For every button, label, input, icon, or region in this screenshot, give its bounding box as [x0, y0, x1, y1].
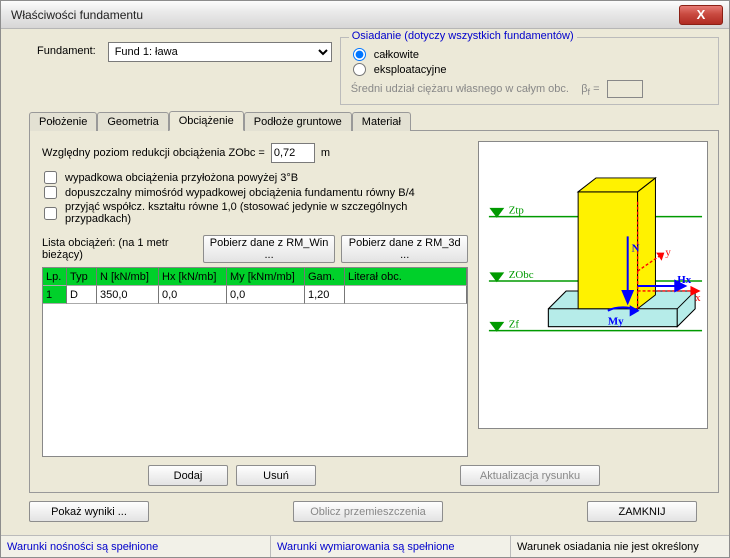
foundation-select[interactable]: Fund 1: ława [108, 42, 332, 62]
statusbar: Warunki nośności są spełnione Warunki wy… [1, 535, 729, 557]
foundation-label: Fundament: [37, 45, 96, 57]
svg-text:x: x [695, 292, 701, 304]
svg-text:Ztp: Ztp [509, 205, 525, 217]
tabs: Położenie Geometria Obciążenie Podłoże g… [29, 109, 719, 131]
tab-soil[interactable]: Podłoże gruntowe [244, 112, 352, 131]
settlement-total-label: całkowite [374, 49, 419, 61]
chk-ecc-b4-label: dopuszczalny mimośród wypadkowej obciąże… [65, 187, 415, 199]
tab-load[interactable]: Obciążenie [169, 111, 244, 131]
calc-displacements-button[interactable]: Oblicz przemieszczenia [293, 501, 443, 522]
status-bearing: Warunki nośności są spełnione [1, 536, 271, 557]
chk-above-3b[interactable] [44, 171, 57, 184]
foundation-diagram: Ztp ZObc Zf N Hx My y x [479, 142, 707, 428]
th-lit: Literał obc. [345, 268, 467, 286]
settlement-group: Osiadanie (dotyczy wszystkich fundamentó… [340, 37, 719, 105]
window-title: Właściwości fundamentu [11, 8, 679, 22]
svg-text:My: My [608, 316, 624, 328]
beta-input[interactable] [607, 80, 643, 98]
load-list-label: Lista obciążeń: (na 1 metr bieżący) [42, 237, 197, 261]
status-settlement: Warunek osiadania nie jest określony [511, 536, 729, 557]
dialog-window: Właściwości fundamentu X Fundament: Fund… [0, 0, 730, 558]
svg-text:y: y [665, 246, 671, 258]
tab-bottom-buttons: Dodaj Usuń Aktualizacja rysunku [30, 465, 718, 486]
table-row[interactable]: 1 D 350,0 0,0 0,0 1,20 [43, 286, 467, 304]
settlement-exploit-label: eksploatacyjne [374, 64, 447, 76]
th-n: N [kN/mb] [97, 268, 159, 286]
svg-text:N: N [632, 242, 640, 254]
settlement-total-radio[interactable] [353, 48, 366, 61]
settlement-group-title: Osiadanie (dotyczy wszystkich fundamentó… [349, 30, 577, 42]
close-icon[interactable]: X [679, 5, 723, 25]
tab-geometry[interactable]: Geometria [97, 112, 168, 131]
th-hx: Hx [kN/mb] [159, 268, 227, 286]
settlement-exploit-radio[interactable] [353, 63, 366, 76]
beta-hint: Średni udział ciężaru własnego w całym o… [351, 80, 710, 98]
content-area: Fundament: Fund 1: ława Osiadanie (dotyc… [1, 29, 729, 535]
th-lp: Lp. [43, 268, 67, 286]
svg-text:Zf: Zf [509, 319, 520, 331]
loads-table[interactable]: Lp. Typ N [kN/mb] Hx [kN/mb] My [kNm/mb]… [42, 267, 468, 457]
right-column: Ztp ZObc Zf N Hx My y x [478, 141, 708, 484]
import-rmwin-button[interactable]: Pobierz dane z RM_Win ... [203, 235, 336, 263]
th-typ: Typ [67, 268, 97, 286]
zobc-unit: m [321, 147, 330, 159]
svg-text:ZObc: ZObc [509, 269, 534, 281]
import-rm3d-button[interactable]: Pobierz dane z RM_3d ... [341, 235, 468, 263]
refresh-drawing-button[interactable]: Aktualizacja rysunku [460, 465, 600, 486]
diagram-panel: Ztp ZObc Zf N Hx My y x [478, 141, 708, 429]
status-dimensioning: Warunki wymiarowania są spełnione [271, 536, 511, 557]
close-button[interactable]: ZAMKNIJ [587, 501, 697, 522]
th-my: My [kNm/mb] [227, 268, 305, 286]
zobc-input[interactable] [271, 143, 315, 163]
left-column: Względny poziom redukcji obciążenia ZObc… [42, 141, 468, 484]
chk-shape-10-label: przyjąć współcz. kształtu równe 1,0 (sto… [65, 201, 468, 225]
delete-button[interactable]: Usuń [236, 465, 316, 486]
chk-shape-10[interactable] [44, 207, 57, 220]
zobc-label: Względny poziom redukcji obciążenia ZObc… [42, 147, 265, 159]
top-row: Fundament: Fund 1: ława Osiadanie (dotyc… [7, 37, 719, 105]
show-results-button[interactable]: Pokaż wyniki ... [29, 501, 149, 522]
tab-body: Względny poziom redukcji obciążenia ZObc… [29, 131, 719, 493]
titlebar: Właściwości fundamentu X [1, 1, 729, 29]
tab-position[interactable]: Położenie [29, 112, 97, 131]
add-button[interactable]: Dodaj [148, 465, 228, 486]
chk-above-3b-label: wypadkowa obciążenia przyłożona powyżej … [65, 172, 298, 184]
svg-text:Hx: Hx [677, 274, 691, 286]
tab-material[interactable]: Materiał [352, 112, 411, 131]
chk-ecc-b4[interactable] [44, 186, 57, 199]
footer-buttons: Pokaż wyniki ... Oblicz przemieszczenia … [29, 501, 697, 522]
th-gam: Gam. [305, 268, 345, 286]
